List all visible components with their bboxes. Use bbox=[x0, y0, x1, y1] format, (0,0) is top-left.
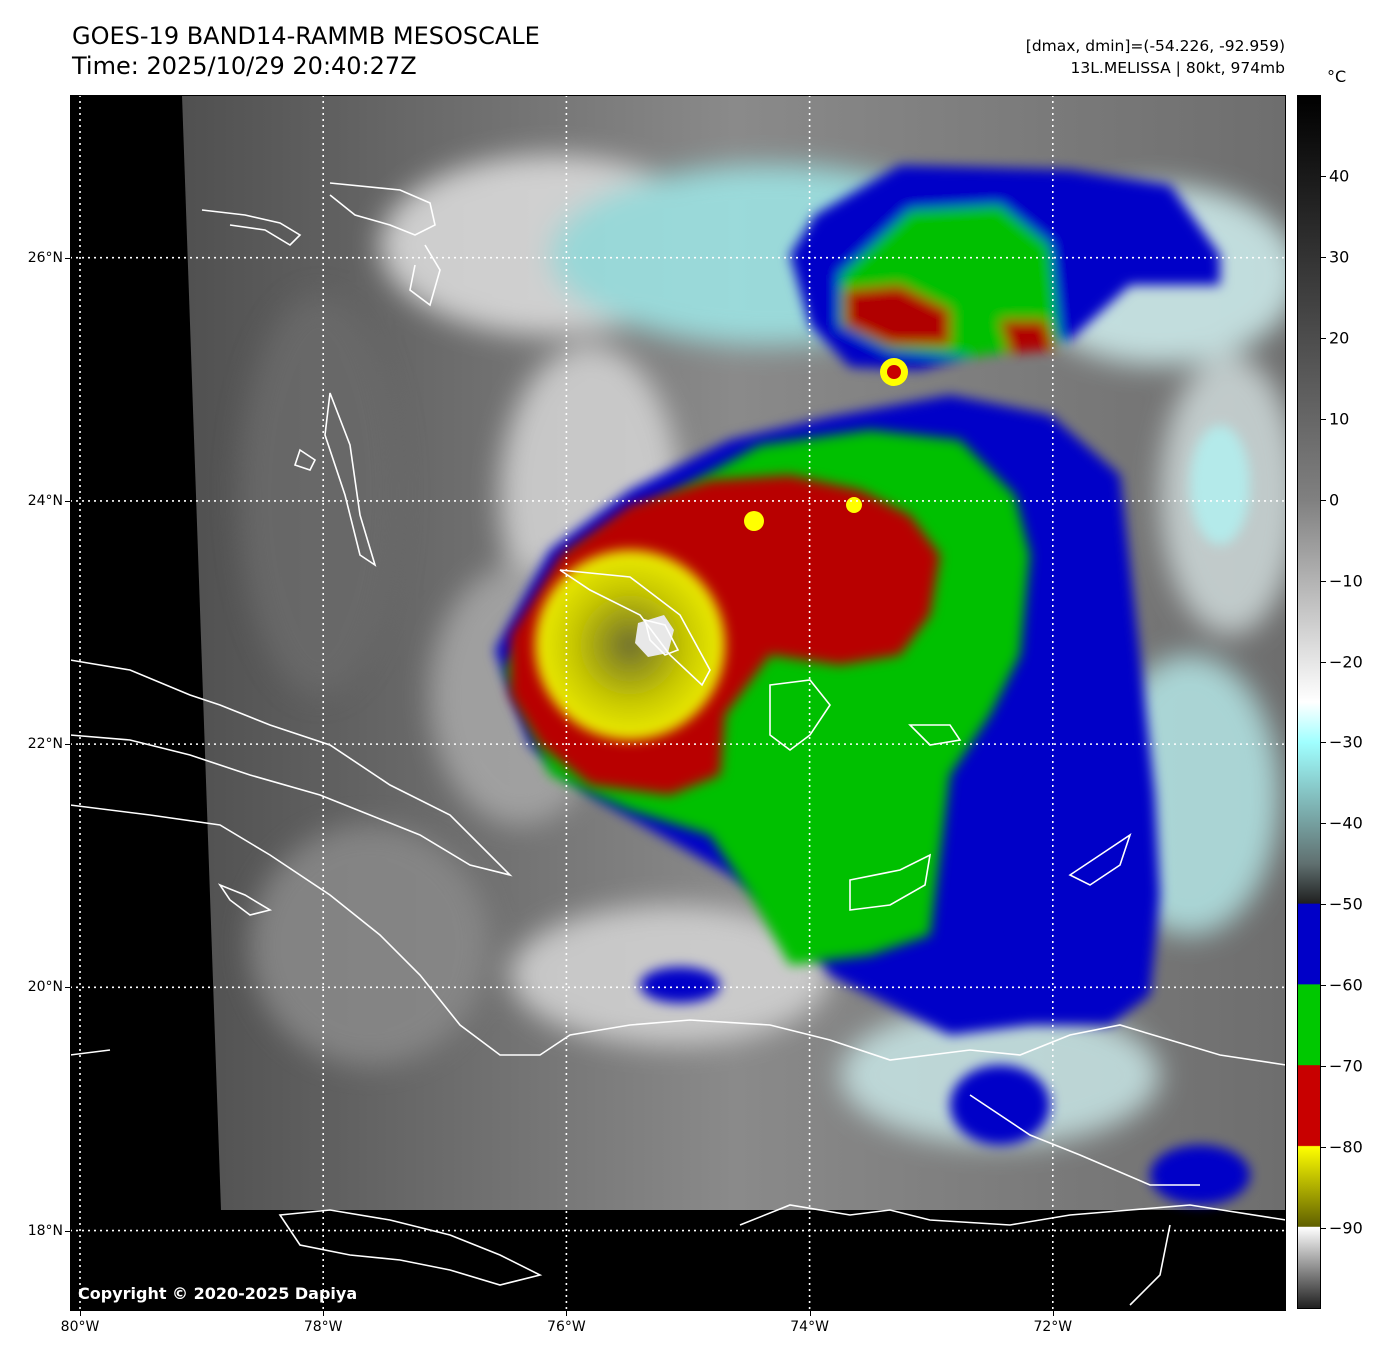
colorbar-tick-label: −20 bbox=[1329, 652, 1363, 672]
lon-tick bbox=[1052, 1311, 1054, 1316]
graticule bbox=[70, 95, 1286, 1311]
colorbar-tick bbox=[1321, 256, 1326, 258]
cloud-field bbox=[240, 155, 1286, 1205]
colorbar-tick-label: −10 bbox=[1329, 571, 1363, 591]
colorbar-tick-label: −80 bbox=[1329, 1137, 1363, 1157]
colorbar-tick-label: −90 bbox=[1329, 1218, 1363, 1238]
colorbar-tick bbox=[1321, 337, 1326, 339]
value-range: [dmax, dmin]=(-54.226, -92.959) bbox=[1025, 37, 1285, 55]
colorbar-tick-label: 10 bbox=[1329, 409, 1350, 429]
lon-tick-label: 74°W bbox=[790, 1319, 829, 1335]
colorbar-tick bbox=[1321, 418, 1326, 420]
colorbar-tick bbox=[1321, 499, 1326, 501]
colorbar-unit: °C bbox=[1327, 67, 1347, 86]
lon-tick bbox=[80, 1311, 81, 1316]
colorbar-tick-label: 20 bbox=[1329, 328, 1350, 348]
lon-tick bbox=[809, 1311, 811, 1316]
lon-tick-label: 72°W bbox=[1033, 1319, 1073, 1335]
lat-tick-label: 24°N bbox=[27, 492, 63, 509]
lat-tick bbox=[65, 1230, 70, 1232]
colorbar-tick bbox=[1321, 742, 1326, 744]
map-copyright: Copyright © 2020-2025 Dapiya bbox=[78, 1284, 358, 1303]
colorbar-tick-label: −30 bbox=[1329, 732, 1363, 752]
lon-tick bbox=[323, 1311, 325, 1316]
colorbar-tick-label: 40 bbox=[1329, 166, 1350, 186]
lat-tick-label: 26°N bbox=[27, 249, 63, 266]
colorbar-tick bbox=[1321, 580, 1326, 582]
lat-tick bbox=[65, 987, 70, 989]
lon-tick bbox=[566, 1311, 568, 1316]
lat-tick bbox=[65, 744, 70, 746]
coastlines bbox=[70, 182, 1286, 1306]
lat-tick bbox=[65, 500, 70, 502]
colorbar-tick-label: 30 bbox=[1329, 247, 1350, 267]
colorbar-tick-label: −60 bbox=[1329, 975, 1363, 995]
storm-info: 13L.MELISSA | 80kt, 974mb bbox=[1070, 59, 1285, 77]
lon-tick-label: 76°W bbox=[547, 1319, 586, 1335]
colorbar bbox=[1297, 95, 1321, 1309]
satellite-map bbox=[70, 95, 1286, 1311]
lon-tick-label: 80°W bbox=[60, 1319, 100, 1335]
lat-tick bbox=[65, 257, 70, 259]
colorbar-tick bbox=[1321, 985, 1326, 987]
colorbar-tick bbox=[1321, 904, 1326, 906]
lat-tick-label: 20°N bbox=[27, 979, 63, 996]
observation-time: Time: 2025/10/29 20:40:27Z bbox=[72, 52, 417, 80]
lat-tick-label: 18°N bbox=[27, 1222, 63, 1239]
colorbar-tick-label: −70 bbox=[1329, 1056, 1363, 1076]
colorbar-tick bbox=[1321, 1228, 1326, 1230]
colorbar-tick bbox=[1321, 1147, 1326, 1149]
colorbar-tick bbox=[1321, 823, 1326, 825]
colorbar-tick-label: −50 bbox=[1329, 894, 1363, 914]
colorbar-tick-label: −40 bbox=[1329, 813, 1363, 833]
colorbar-tick bbox=[1321, 175, 1326, 177]
colorbar-tick bbox=[1321, 661, 1326, 663]
colorbar-tick bbox=[1321, 1066, 1326, 1068]
colorbar-tick-label: 0 bbox=[1329, 490, 1340, 510]
lon-tick-label: 78°W bbox=[303, 1319, 343, 1335]
chart-title: GOES-19 BAND14-RAMMB MESOSCALE bbox=[72, 22, 540, 50]
lat-tick-label: 22°N bbox=[27, 736, 63, 753]
